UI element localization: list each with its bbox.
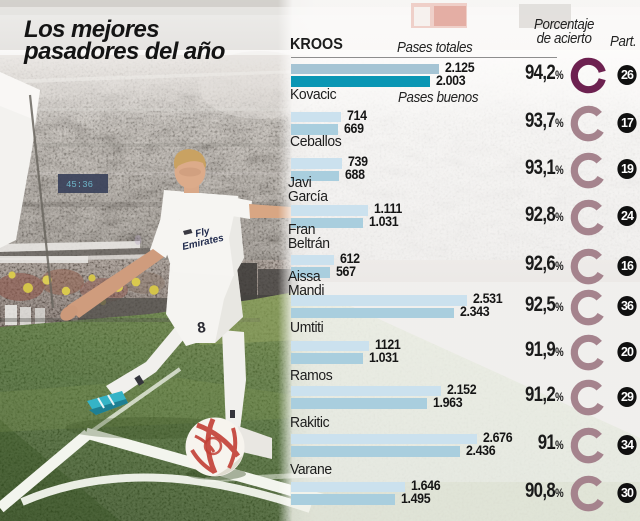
svg-text:Fly: Fly — [194, 226, 211, 240]
svg-text:8: 8 — [196, 319, 207, 337]
svg-text:45:36: 45:36 — [66, 180, 93, 190]
